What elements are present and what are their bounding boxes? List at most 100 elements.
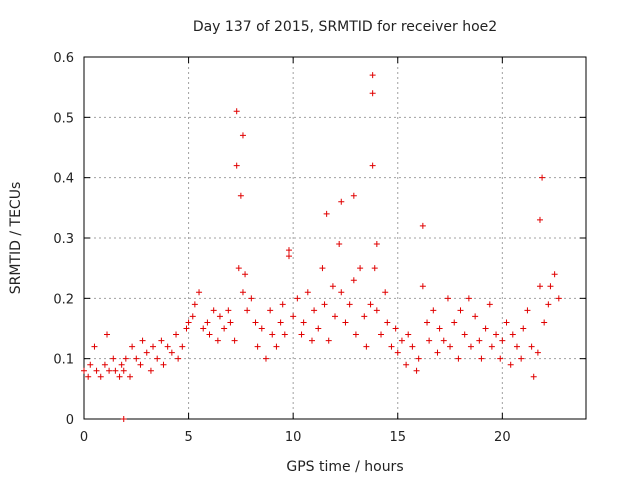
data-point	[239, 132, 246, 139]
data-point	[541, 319, 548, 326]
data-point	[300, 319, 307, 326]
data-point	[101, 361, 108, 368]
data-point	[409, 343, 416, 350]
data-point	[388, 343, 395, 350]
data-point	[430, 307, 437, 314]
data-point	[221, 325, 228, 332]
data-point	[350, 192, 357, 199]
data-point	[338, 289, 345, 296]
data-point	[290, 313, 297, 320]
data-point	[342, 319, 349, 326]
data-point	[499, 337, 506, 344]
data-point	[436, 325, 443, 332]
data-point	[415, 355, 422, 362]
data-point	[336, 241, 343, 248]
data-points	[81, 72, 562, 422]
data-point	[106, 367, 113, 374]
data-point	[545, 301, 552, 308]
data-point	[216, 313, 223, 320]
data-point	[524, 307, 531, 314]
y-tick-label: 0.6	[53, 51, 74, 66]
data-point	[237, 192, 244, 199]
data-point	[482, 325, 489, 332]
data-point	[382, 289, 389, 296]
data-point	[210, 307, 217, 314]
data-point	[315, 325, 322, 332]
data-point	[225, 307, 232, 314]
data-point	[133, 355, 140, 362]
data-point	[252, 319, 259, 326]
x-tick-label: 15	[389, 430, 406, 445]
data-point	[357, 265, 364, 272]
data-point	[413, 367, 420, 374]
data-point	[112, 367, 119, 374]
data-point	[369, 72, 376, 79]
data-point	[183, 325, 190, 332]
y-tick-label: 0	[66, 413, 74, 428]
data-point	[206, 331, 213, 338]
data-point	[85, 373, 92, 380]
data-point	[321, 301, 328, 308]
data-point	[457, 307, 464, 314]
data-point	[486, 301, 493, 308]
data-point	[455, 355, 462, 362]
data-point	[254, 343, 261, 350]
data-point	[373, 241, 380, 248]
data-point	[231, 337, 238, 344]
data-point	[262, 355, 269, 362]
data-point	[555, 295, 562, 302]
data-point	[120, 416, 127, 422]
data-point	[518, 355, 525, 362]
data-point	[185, 319, 192, 326]
data-point	[239, 289, 246, 296]
data-point	[323, 210, 330, 217]
data-point	[352, 331, 359, 338]
data-point	[233, 108, 240, 115]
data-point	[110, 355, 117, 362]
data-point	[104, 331, 111, 338]
data-point	[509, 331, 516, 338]
data-point	[227, 319, 234, 326]
data-point	[419, 283, 426, 290]
data-point	[369, 162, 376, 169]
data-point	[200, 325, 207, 332]
data-point	[129, 343, 136, 350]
data-point	[258, 325, 265, 332]
data-point	[493, 331, 500, 338]
data-point	[350, 277, 357, 284]
data-point	[530, 373, 537, 380]
data-point	[214, 337, 221, 344]
data-point	[244, 307, 251, 314]
data-point	[426, 337, 433, 344]
data-point	[373, 307, 380, 314]
data-point	[281, 331, 288, 338]
data-point	[189, 313, 196, 320]
data-point	[298, 331, 305, 338]
chart-title: Day 137 of 2015, SRMTID for receiver hoe…	[193, 19, 497, 35]
x-tick-label: 10	[285, 430, 302, 445]
y-axis-title: SRMTID / TECUs	[8, 182, 24, 295]
data-point	[308, 337, 315, 344]
data-point	[122, 355, 129, 362]
data-point	[325, 337, 332, 344]
data-point	[461, 331, 468, 338]
data-point	[539, 174, 546, 181]
data-point	[235, 265, 242, 272]
data-point	[269, 331, 276, 338]
data-point	[87, 361, 94, 368]
data-point	[273, 343, 280, 350]
data-point	[191, 301, 198, 308]
data-point	[116, 373, 123, 380]
data-point	[304, 289, 311, 296]
data-point	[513, 343, 520, 350]
data-point	[547, 283, 554, 290]
data-point	[398, 337, 405, 344]
data-point	[361, 313, 368, 320]
data-point	[405, 331, 412, 338]
x-axis-title: GPS time / hours	[286, 459, 403, 475]
data-point	[154, 355, 161, 362]
data-point	[465, 295, 472, 302]
data-point	[478, 355, 485, 362]
data-point	[118, 361, 125, 368]
data-point	[363, 343, 370, 350]
